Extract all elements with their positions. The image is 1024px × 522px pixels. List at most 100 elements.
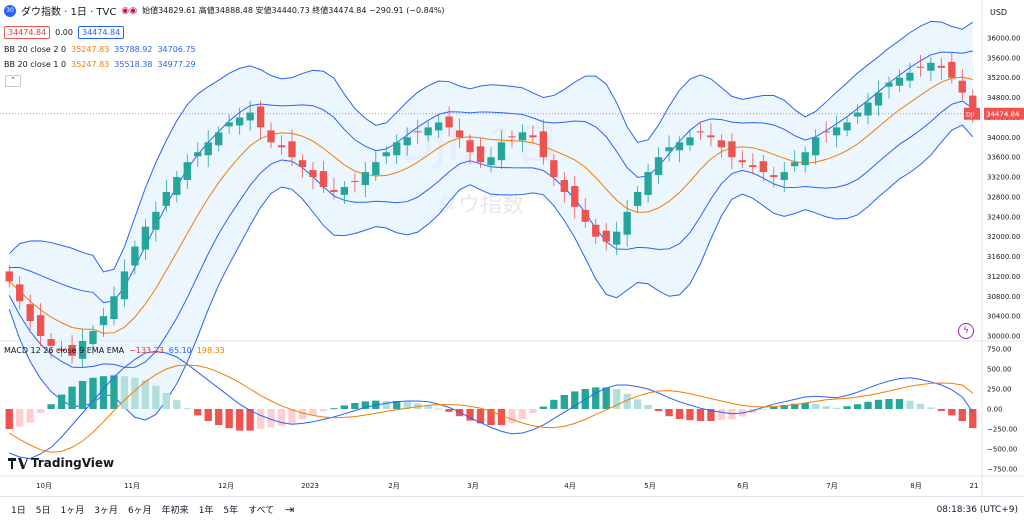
macd-histogram-bar bbox=[235, 409, 244, 431]
bb1-legend[interactable]: BB 20 close 2 0 35247.83 35788.92 34706.… bbox=[4, 45, 196, 54]
period-button-5[interactable]: 年初来 bbox=[161, 506, 189, 516]
candle-body bbox=[832, 127, 841, 136]
macd-histogram-bar bbox=[654, 409, 663, 411]
macd-histogram-bar bbox=[194, 409, 202, 416]
candle-body bbox=[246, 112, 254, 121]
candle-body bbox=[843, 122, 851, 131]
candle-body bbox=[298, 160, 307, 168]
period-button-0[interactable]: 1日 bbox=[11, 506, 26, 516]
macd-histogram-bar bbox=[288, 409, 296, 424]
period-button-8[interactable]: すべて bbox=[248, 506, 275, 516]
tradingview-logo[interactable]: TradingView bbox=[8, 456, 114, 470]
symbol-title[interactable]: ダウ指数 · 1日 · TVC bbox=[21, 7, 117, 18]
time-tick-label: 2月 bbox=[388, 482, 399, 490]
period-button-4[interactable]: 6ヶ月 bbox=[127, 506, 152, 516]
candle-body bbox=[937, 65, 946, 68]
macd-histogram-bar bbox=[770, 406, 778, 409]
candle-body bbox=[194, 152, 202, 157]
macd-histogram-bar bbox=[36, 409, 45, 413]
macd-histogram-bar bbox=[958, 409, 966, 421]
bb2-legend[interactable]: BB 20 close 1 0 35247.83 35518.38 34977.… bbox=[4, 60, 196, 69]
period-button-7[interactable]: 5年 bbox=[223, 506, 239, 516]
bb2-upper: 35518.38 bbox=[114, 60, 153, 69]
macd-histogram-bar bbox=[686, 409, 694, 421]
macd-histogram-bar bbox=[256, 409, 265, 429]
macd-histogram-bar bbox=[874, 399, 883, 409]
price-boxes: 34474.84 0.00 34474.84 bbox=[4, 26, 125, 39]
candle-body bbox=[204, 142, 212, 156]
bb1-lower: 34706.75 bbox=[157, 45, 196, 54]
candle-body bbox=[602, 230, 610, 242]
macd-histogram-bar bbox=[476, 409, 485, 424]
macd-histogram-bar bbox=[633, 399, 642, 409]
collapse-legend-button[interactable]: ⌃ bbox=[5, 75, 21, 87]
price-tick-label: 32000.00 bbox=[987, 233, 1020, 241]
macd-histogram-bar bbox=[173, 400, 181, 409]
macd-histogram-bar bbox=[434, 408, 443, 410]
macd-histogram-bar bbox=[351, 403, 359, 409]
macd-histogram-bar bbox=[560, 395, 568, 409]
macd-histogram-bar bbox=[497, 409, 506, 425]
candle-body bbox=[738, 160, 747, 163]
candle-body bbox=[288, 141, 296, 158]
candle-body bbox=[120, 271, 129, 300]
macd-histogram-bar bbox=[707, 409, 715, 421]
candle-body bbox=[770, 175, 778, 178]
macd-histogram-bar bbox=[602, 387, 610, 409]
macd-histogram-bar bbox=[47, 404, 55, 409]
price-tick-label: 32400.00 bbox=[987, 213, 1020, 221]
symbol-logo-icon: 30 bbox=[4, 4, 16, 17]
clock[interactable]: 08:18:36 (UTC+9) bbox=[936, 504, 1018, 515]
candle-body bbox=[68, 344, 76, 356]
candle-body bbox=[581, 209, 589, 222]
eye-icon[interactable]: ◉◉ bbox=[121, 5, 138, 16]
macd-histogram-bar bbox=[916, 403, 925, 409]
macd-histogram-bar bbox=[141, 380, 150, 409]
symbol-tag bbox=[964, 107, 980, 120]
macd-histogram-bar bbox=[675, 409, 684, 419]
bb1-label: BB 20 close 2 0 bbox=[4, 45, 67, 54]
candle-body bbox=[36, 315, 45, 336]
macd-histogram-bar bbox=[969, 409, 977, 429]
tv-logo-icon bbox=[8, 458, 28, 469]
date-range-icon[interactable]: ⇥ bbox=[285, 503, 295, 516]
bid-price-box[interactable]: 34474.84 bbox=[4, 26, 51, 39]
period-button-6[interactable]: 1年 bbox=[198, 506, 214, 516]
candle-body bbox=[225, 122, 233, 127]
candle-body bbox=[256, 106, 265, 128]
time-tick-label: 12月 bbox=[218, 482, 234, 490]
lightning-icon[interactable]: ϟ bbox=[958, 323, 974, 339]
price-tick-label: 33200.00 bbox=[987, 174, 1020, 182]
macd-histogram-bar bbox=[550, 399, 558, 409]
period-button-3[interactable]: 3ヶ月 bbox=[94, 506, 118, 516]
macd-histogram-bar bbox=[613, 389, 621, 409]
candle-body bbox=[372, 162, 380, 176]
time-tick-label: 8月 bbox=[910, 482, 921, 490]
currency-label[interactable]: USD bbox=[990, 8, 1008, 17]
candle-body bbox=[110, 296, 118, 320]
period-button-2[interactable]: 1ヶ月 bbox=[60, 506, 85, 516]
macd-histogram-bar bbox=[508, 409, 516, 424]
candle-body bbox=[183, 162, 191, 181]
price-tick-label: 33600.00 bbox=[987, 154, 1020, 162]
candle-body bbox=[571, 186, 579, 207]
candle-body bbox=[895, 77, 904, 86]
candle-body bbox=[749, 165, 757, 168]
time-tick-label: 11月 bbox=[124, 482, 140, 490]
macd-histogram-bar bbox=[571, 391, 579, 409]
ask-price-box[interactable]: 34474.84 bbox=[77, 26, 125, 39]
candle-body bbox=[518, 132, 527, 141]
time-tick-label: 4月 bbox=[564, 482, 575, 490]
candle-body bbox=[319, 171, 328, 187]
macd-line bbox=[9, 350, 974, 460]
period-button-1[interactable]: 5日 bbox=[35, 506, 51, 516]
macd-histogram-bar bbox=[152, 385, 160, 409]
price-tick-label: 30400.00 bbox=[987, 313, 1020, 321]
bb1-basis: 35247.83 bbox=[71, 45, 110, 54]
macd-legend[interactable]: MACD 12 26 close 9 EMA EMA −133.23 65.10… bbox=[4, 346, 225, 355]
candle-body bbox=[393, 142, 401, 156]
macd-histogram-bar bbox=[466, 409, 474, 421]
macd-histogram-bar bbox=[162, 393, 170, 409]
